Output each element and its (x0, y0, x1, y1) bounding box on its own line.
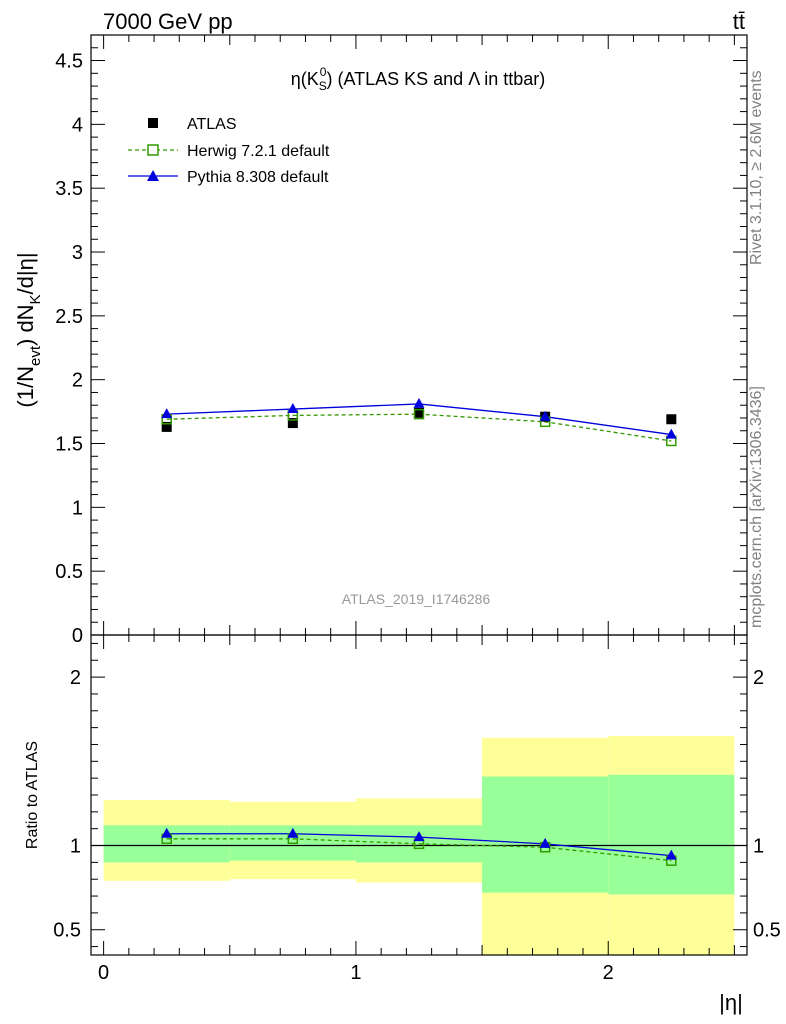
ratio-y-tick-label: 1 (70, 836, 81, 858)
ratio-ticks: 0.5 0.5 1 1 2 2 0 1 2 (53, 635, 781, 984)
pythia-point (413, 397, 425, 408)
pythia-point (539, 410, 551, 421)
y-tick-label: 3 (72, 242, 83, 264)
plot-title: η(KS0) (ATLAS KS and Λ in ttbar) (291, 65, 546, 93)
x-axis-label: |η| (719, 990, 743, 1015)
ratio-panel: 0.5 0.5 1 1 2 2 0 1 2 Ratio to ATLAS |η| (24, 634, 781, 1015)
ratio-inner-band (608, 774, 735, 895)
legend-herwig: Herwig 7.2.1 default (128, 143, 330, 160)
atlas-data-point (414, 407, 424, 418)
atlas-data-point (666, 414, 677, 425)
ratio-pythia-point (161, 827, 173, 838)
ratio-pythia-point (665, 849, 677, 860)
rivet-version-label: Rivet 3.1.10, ≥ 2.6M events (748, 70, 765, 265)
ratio-pythia-point (413, 831, 425, 842)
ratio-pythia-point (287, 827, 299, 838)
herwig-point (413, 408, 425, 420)
x-tick-label: 1 (350, 962, 361, 984)
mcplots-label: mcplots.cern.ch [arXiv:1306.3436] (748, 386, 765, 628)
process-label: tt̄ (733, 9, 745, 34)
ratio-series (91, 827, 747, 866)
pythia-point (665, 428, 677, 439)
legend-pythia-label: Pythia 8.308 default (187, 169, 329, 186)
ratio-y-tick-label: 0.5 (53, 920, 81, 942)
atlas-data-point (287, 418, 298, 429)
x-tick-label: 2 (603, 962, 614, 984)
main-plot-series (161, 397, 677, 447)
y-tick-label: 4 (72, 114, 83, 136)
analysis-id-label: ATLAS_2019_I1746286 (342, 591, 491, 607)
ratio-inner-band (482, 776, 609, 893)
main-plot-panel: 0 0.5 1 1.5 2 2.5 3 3.5 4 4.5 η(KS0) (ATLAS KS an… (13, 34, 748, 647)
legend-herwig-marker (147, 144, 159, 156)
pythia-point (161, 408, 173, 419)
y-tick-label: 2.5 (55, 306, 83, 328)
ratio-herwig-line (166, 838, 672, 862)
ratio-y-axis-label: Ratio to ATLAS (24, 741, 41, 849)
ratio-y-tick-label-right: 2 (753, 667, 764, 689)
ratio-y-tick-label-right: 1 (753, 836, 764, 858)
ratio-pythia-point (539, 837, 551, 848)
pythia-point (287, 403, 299, 414)
legend-atlas: ATLAS (148, 116, 237, 133)
legend-pythia: Pythia 8.308 default (128, 169, 329, 186)
x-tick-label: 0 (98, 962, 109, 984)
legend-pythia-marker (147, 170, 159, 181)
y-tick-label: 3.5 (55, 178, 83, 200)
y-tick-label: 0.5 (55, 561, 83, 583)
legend-herwig-label: Herwig 7.2.1 default (187, 143, 330, 160)
ratio-y-tick-label: 2 (70, 667, 81, 689)
ratio-frame (90, 634, 748, 956)
y-tick-label: 1 (72, 497, 83, 519)
y-tick-label: 0 (72, 625, 83, 647)
y-tick-label: 2 (72, 370, 83, 392)
main-plot-ticks: 0 0.5 1 1.5 2 2.5 3 3.5 4 4.5 (55, 34, 747, 647)
legend: ATLAS Herwig 7.2.1 default Pythia 8.308 … (128, 116, 330, 186)
y-tick-label: 1.5 (55, 434, 83, 456)
energy-label: 7000 GeV pp (103, 9, 233, 34)
y-axis-label: (1/Nevt) dNK/d|η| (13, 252, 44, 407)
y-tick-label: 4.5 (55, 51, 83, 73)
legend-atlas-marker (148, 118, 158, 128)
atlas-data-point (161, 421, 172, 432)
legend-atlas-label: ATLAS (187, 116, 237, 133)
ratio-y-tick-label-right: 0.5 (753, 920, 781, 942)
